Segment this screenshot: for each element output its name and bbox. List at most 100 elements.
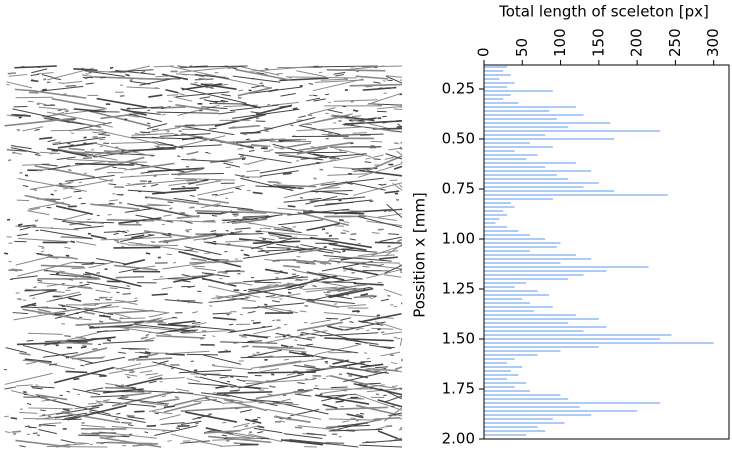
skeleton-stroke bbox=[395, 143, 399, 144]
skeleton-stroke bbox=[250, 303, 304, 308]
skeleton-stroke bbox=[38, 107, 67, 110]
bar bbox=[484, 282, 526, 284]
y-tick-label: 1.00 bbox=[442, 230, 475, 248]
skeleton-stroke bbox=[352, 116, 361, 117]
skeleton-stroke bbox=[272, 301, 280, 302]
skeleton-stroke bbox=[100, 327, 148, 328]
skeleton-stroke bbox=[167, 440, 171, 441]
skeleton-stroke bbox=[331, 387, 348, 388]
skeleton-stroke bbox=[336, 401, 344, 402]
skeleton-stroke bbox=[92, 374, 106, 376]
skeleton-stroke bbox=[298, 212, 349, 225]
skeleton-stroke bbox=[222, 272, 228, 273]
bar bbox=[484, 318, 599, 320]
bar bbox=[484, 398, 568, 400]
bar bbox=[484, 166, 545, 168]
bar bbox=[484, 306, 553, 308]
skeleton-stroke bbox=[37, 73, 53, 74]
skeleton-stroke bbox=[244, 335, 268, 338]
skeleton-stroke bbox=[242, 159, 245, 160]
skeleton-stroke bbox=[326, 376, 333, 377]
skeleton-stroke bbox=[210, 140, 215, 141]
skeleton-stroke bbox=[251, 361, 301, 369]
skeleton-stroke bbox=[385, 426, 392, 427]
skeleton-stroke bbox=[43, 423, 62, 424]
skeleton-stroke bbox=[249, 151, 255, 152]
bar bbox=[484, 158, 526, 160]
skeleton-stroke bbox=[197, 213, 222, 214]
skeleton-stroke bbox=[388, 234, 399, 235]
bar bbox=[484, 422, 564, 424]
bar bbox=[484, 378, 507, 380]
skeleton-stroke bbox=[360, 361, 371, 362]
skeleton-stroke bbox=[160, 378, 185, 380]
skeleton-stroke bbox=[48, 140, 56, 142]
skeleton-stroke bbox=[37, 435, 40, 436]
skeleton-stroke bbox=[235, 188, 241, 189]
skeleton-stroke bbox=[283, 173, 292, 174]
skeleton-stroke bbox=[314, 200, 372, 206]
skeleton-stroke bbox=[109, 288, 117, 289]
skeleton-stroke bbox=[192, 312, 198, 313]
bar bbox=[484, 198, 553, 200]
bar bbox=[484, 130, 660, 132]
skeleton-stroke bbox=[49, 257, 70, 258]
skeleton-stroke bbox=[198, 441, 222, 446]
skeleton-stroke bbox=[319, 188, 340, 189]
skeleton-stroke bbox=[136, 358, 172, 360]
bar bbox=[484, 82, 515, 84]
bar bbox=[484, 374, 518, 376]
skeleton-stroke bbox=[90, 112, 120, 113]
skeleton-stroke bbox=[168, 279, 188, 280]
skeleton-stroke bbox=[116, 292, 119, 293]
skeleton-stroke bbox=[350, 85, 402, 86]
skeleton-stroke bbox=[164, 130, 169, 131]
skeleton-stroke bbox=[199, 79, 208, 80]
x-tick-label: 300 bbox=[704, 28, 722, 57]
skeleton-stroke bbox=[289, 440, 358, 447]
bar bbox=[484, 246, 557, 248]
skeleton-stroke bbox=[289, 78, 292, 79]
bar bbox=[484, 350, 561, 352]
skeleton-stroke bbox=[222, 222, 225, 223]
skeleton-stroke bbox=[82, 423, 85, 424]
skeleton-stroke bbox=[269, 150, 273, 151]
skeleton-stroke bbox=[394, 167, 402, 170]
skeleton-stroke bbox=[31, 74, 40, 75]
skeleton-stroke bbox=[240, 410, 252, 413]
skeleton-stroke bbox=[19, 412, 37, 413]
skeleton-stroke bbox=[38, 246, 44, 247]
skeleton-stroke bbox=[169, 208, 172, 209]
bar bbox=[484, 270, 607, 272]
skeleton-stroke bbox=[69, 148, 85, 150]
skeleton-stroke bbox=[326, 318, 338, 319]
skeleton-stroke bbox=[29, 290, 54, 296]
skeleton-stroke bbox=[71, 133, 74, 134]
skeleton-stroke bbox=[116, 277, 145, 278]
skeleton-stroke bbox=[12, 387, 15, 388]
skeleton-stroke bbox=[72, 358, 103, 359]
skeleton-stroke bbox=[211, 231, 217, 232]
skeleton-stroke bbox=[124, 169, 129, 170]
skeleton-stroke bbox=[212, 194, 218, 195]
skeleton-stroke bbox=[76, 337, 86, 338]
skeleton-stroke bbox=[35, 220, 38, 221]
skeleton-stroke bbox=[121, 393, 151, 396]
skeleton-stroke bbox=[192, 286, 195, 287]
skeleton-stroke bbox=[242, 346, 249, 347]
skeleton-stroke bbox=[280, 143, 311, 148]
skeleton-stroke bbox=[74, 226, 104, 229]
skeleton-stroke bbox=[195, 423, 199, 424]
skeleton-stroke bbox=[387, 296, 390, 297]
skeleton-stroke bbox=[176, 389, 189, 391]
skeleton-stroke bbox=[356, 76, 388, 79]
skeleton-stroke bbox=[399, 429, 402, 430]
skeleton-stroke bbox=[368, 93, 402, 104]
skeleton-stroke bbox=[163, 215, 171, 216]
skeleton-stroke bbox=[384, 93, 387, 94]
skeleton-stroke bbox=[109, 200, 118, 201]
skeleton-stroke bbox=[126, 231, 129, 232]
skeleton-stroke bbox=[81, 433, 99, 434]
skeleton-stroke bbox=[193, 66, 207, 67]
skeleton-stroke bbox=[311, 320, 331, 324]
